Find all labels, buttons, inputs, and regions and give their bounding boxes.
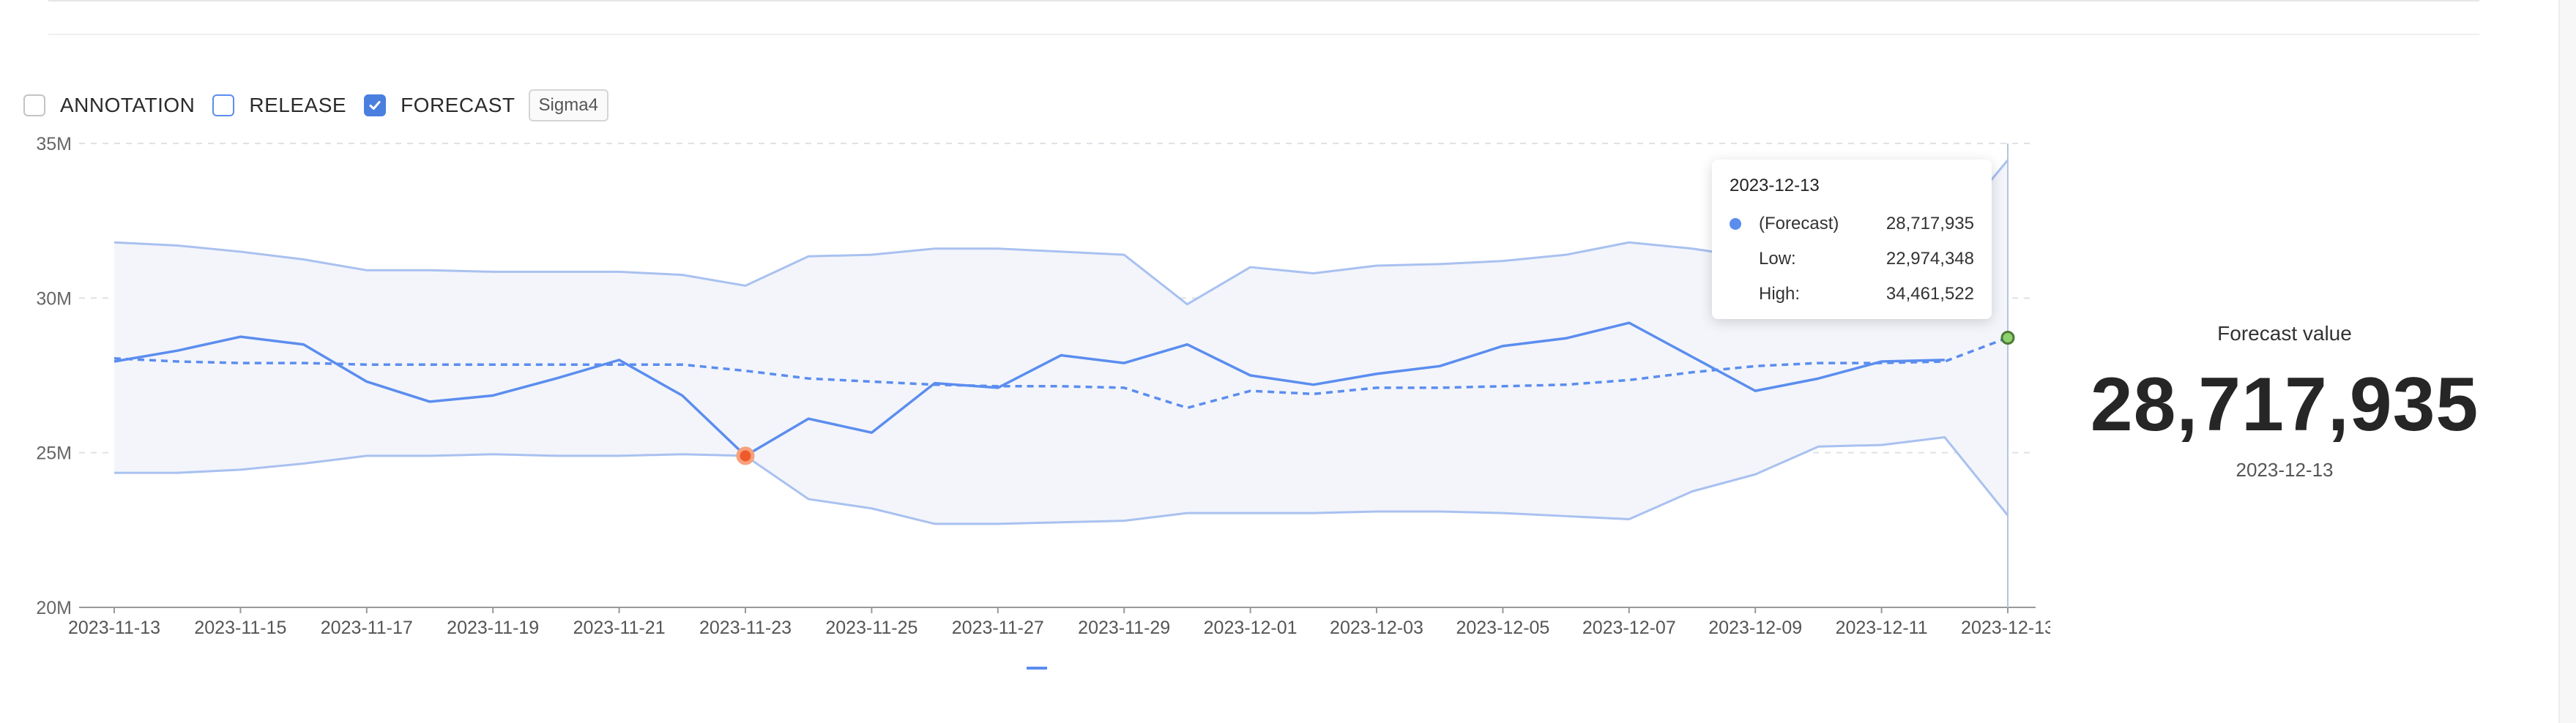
forecast-filter[interactable]: FORECAST	[364, 94, 515, 117]
forecast-kpi: Forecast value 28,717,935 2023-12-13	[2050, 322, 2519, 482]
tooltip-high-value: 34,461,522	[1886, 284, 1974, 304]
annotation-checkbox[interactable]	[23, 94, 45, 116]
forecast-checkbox[interactable]	[364, 94, 387, 116]
checkmark-icon	[369, 101, 381, 110]
tooltip-high-row: High: 34,461,522	[1730, 277, 1974, 312]
x-tick-label: 2023-11-27	[952, 618, 1044, 638]
model-tag: Sigma4	[528, 89, 608, 121]
y-tick-label: 25M	[36, 443, 72, 464]
forecast-label: FORECAST	[401, 94, 515, 116]
top-panel-border	[48, 0, 2479, 1]
x-tick-label: 2023-11-13	[68, 618, 160, 638]
chart-tooltip: 2023-12-13 (Forecast) 28,717,935 Low: 22…	[1712, 160, 1992, 319]
low-bound-line	[114, 436, 2009, 525]
x-tick-label: 2023-12-01	[1204, 618, 1298, 638]
confidence-band	[114, 160, 2008, 524]
tooltip-low-row: Low: 22,974,348	[1730, 241, 1974, 277]
x-tick-label: 2023-11-23	[699, 618, 792, 638]
series-dot-icon	[1730, 218, 1741, 230]
kpi-value: 28,717,935	[2090, 362, 2479, 447]
highlight-points[interactable]	[736, 331, 2015, 465]
y-tick-label: 20M	[36, 598, 72, 618]
forecast-point-marker	[2000, 331, 2015, 345]
x-tick-label: 2023-12-11	[1836, 618, 1928, 638]
x-tick-label: 2023-12-05	[1456, 618, 1549, 638]
release-checkbox[interactable]	[212, 94, 235, 116]
x-axis: 2023-11-13 2023-11-15 2023-11-17 2023-11-19…	[68, 607, 2050, 638]
release-label: RELEASE	[249, 94, 347, 116]
x-tick-label: 2023-12-13	[1961, 618, 2050, 638]
x-tick-label: 2023-11-19	[447, 618, 539, 638]
x-tick-label: 2023-12-03	[1330, 618, 1423, 638]
tooltip-date: 2023-12-13	[1730, 176, 1820, 195]
x-tick-label: 2023-11-29	[1078, 618, 1170, 638]
x-tick-label: 2023-11-25	[825, 618, 917, 638]
tooltip-forecast-value: 28,717,935	[1886, 214, 1974, 233]
x-tick-label: 2023-12-07	[1582, 618, 1676, 638]
x-tick-label: 2023-12-09	[1708, 618, 1802, 638]
kpi-date: 2023-12-13	[2236, 459, 2334, 481]
y-axis: 20M 25M 30M 35M	[36, 134, 72, 618]
x-tick-label: 2023-11-21	[573, 618, 666, 638]
tooltip-low-value: 22,974,348	[1886, 249, 1974, 269]
highlight-point-marker	[736, 446, 755, 465]
section-divider	[48, 34, 2479, 35]
annotation-filter[interactable]: ANNOTATION	[23, 94, 195, 117]
tooltip-high-label: High:	[1759, 284, 1801, 304]
tooltip-forecast-label: (Forecast)	[1759, 214, 1839, 233]
release-filter[interactable]: RELEASE	[212, 94, 346, 117]
vertical-scrollbar[interactable]	[2558, 0, 2576, 723]
y-tick-label: 30M	[36, 288, 72, 309]
kpi-label: Forecast value	[2217, 322, 2352, 345]
x-tick-label: 2023-11-17	[321, 618, 413, 638]
high-bound-line	[113, 159, 2009, 306]
tooltip-forecast-row: (Forecast) 28,717,935	[1730, 206, 1974, 241]
x-tick-label: 2023-11-15	[194, 618, 286, 638]
tooltip-low-label: Low:	[1759, 249, 1796, 269]
y-tick-label: 35M	[36, 134, 72, 154]
actual-line	[113, 321, 1945, 457]
series-filter-bar: ANNOTATION RELEASE FORECAST Sigma4	[23, 89, 608, 121]
series-lines	[113, 159, 2009, 525]
annotation-label: ANNOTATION	[60, 94, 196, 116]
forecast-line	[113, 336, 2009, 410]
